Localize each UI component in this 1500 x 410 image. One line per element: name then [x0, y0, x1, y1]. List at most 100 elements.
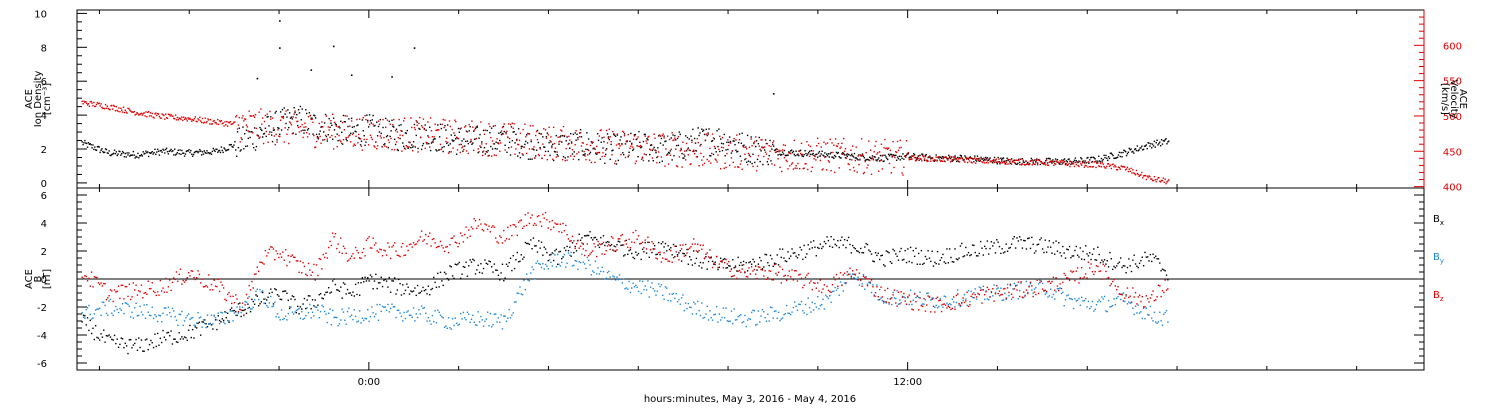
data-point — [637, 290, 640, 293]
bz-series — [81, 211, 1169, 316]
data-point — [380, 249, 382, 251]
data-point — [191, 155, 194, 157]
data-point — [606, 133, 609, 135]
data-point — [138, 314, 140, 317]
data-point — [637, 155, 639, 158]
data-point — [1094, 161, 1096, 163]
data-point — [559, 265, 562, 267]
data-point — [357, 252, 360, 254]
data-point — [429, 149, 432, 152]
data-point — [355, 135, 357, 137]
data-point — [198, 150, 200, 153]
data-point — [212, 147, 214, 150]
data-point — [583, 254, 586, 257]
data-point — [446, 124, 449, 126]
data-point — [82, 143, 84, 146]
data-point — [756, 323, 758, 326]
data-point — [526, 152, 528, 155]
data-point — [144, 339, 147, 341]
data-point — [513, 123, 515, 125]
data-point — [148, 288, 151, 290]
data-point — [376, 147, 378, 150]
data-point — [1064, 274, 1067, 277]
data-point — [88, 143, 91, 145]
data-point — [117, 110, 119, 113]
data-point — [545, 137, 548, 140]
data-point — [621, 244, 624, 246]
data-point — [310, 317, 312, 319]
data-point — [587, 154, 589, 156]
data-point — [742, 260, 745, 263]
data-point — [856, 269, 858, 271]
data-point — [469, 235, 471, 237]
data-point — [1064, 162, 1067, 165]
data-point — [605, 148, 608, 150]
data-point — [949, 161, 952, 163]
data-point — [687, 147, 690, 149]
data-point — [543, 146, 545, 148]
data-point — [632, 138, 635, 140]
data-point — [853, 273, 855, 275]
data-point — [797, 162, 799, 165]
data-point — [461, 273, 463, 275]
data-point — [638, 130, 640, 133]
data-point — [1089, 156, 1092, 159]
data-point — [585, 148, 587, 151]
data-point — [1031, 236, 1033, 239]
data-point — [1032, 161, 1034, 163]
data-point — [360, 140, 363, 142]
data-point — [797, 153, 799, 155]
data-point — [207, 118, 209, 120]
data-point — [201, 326, 203, 328]
data-point — [814, 246, 816, 248]
data-point — [1102, 158, 1104, 161]
data-point — [1070, 163, 1072, 166]
data-point — [1029, 247, 1032, 250]
data-point — [769, 139, 771, 142]
data-point — [543, 146, 546, 149]
data-point — [964, 155, 966, 157]
data-point — [642, 140, 645, 143]
data-point — [596, 255, 598, 258]
data-point — [542, 254, 544, 256]
data-point — [350, 74, 353, 77]
data-point — [90, 332, 93, 335]
data-point — [300, 130, 303, 132]
data-point — [639, 141, 641, 143]
data-point — [999, 161, 1001, 164]
data-point — [939, 156, 942, 159]
data-point — [436, 129, 438, 132]
data-point — [1000, 287, 1002, 289]
data-point — [651, 149, 654, 152]
data-point — [434, 281, 436, 284]
data-point — [651, 282, 653, 284]
data-point — [724, 162, 726, 164]
data-point — [596, 153, 598, 155]
data-point — [550, 228, 552, 231]
data-point — [403, 311, 405, 314]
data-point — [592, 270, 594, 272]
data-point — [641, 156, 644, 158]
data-point — [170, 148, 172, 151]
data-point — [446, 137, 448, 139]
data-point — [1054, 253, 1056, 255]
data-point — [187, 272, 190, 274]
data-point — [744, 271, 746, 273]
data-point — [733, 140, 735, 142]
data-point — [936, 160, 938, 162]
data-point — [643, 133, 646, 136]
data-point — [336, 247, 338, 250]
data-point — [566, 159, 568, 161]
data-point — [253, 114, 255, 117]
data-point — [698, 249, 700, 252]
data-point — [97, 145, 100, 148]
data-point — [199, 116, 201, 119]
data-point — [732, 322, 734, 325]
data-point — [317, 309, 319, 311]
data-point — [106, 152, 109, 154]
data-point — [107, 297, 109, 299]
data-point — [970, 254, 972, 256]
data-point — [922, 153, 924, 155]
data-point — [512, 131, 514, 133]
data-point — [441, 316, 443, 318]
